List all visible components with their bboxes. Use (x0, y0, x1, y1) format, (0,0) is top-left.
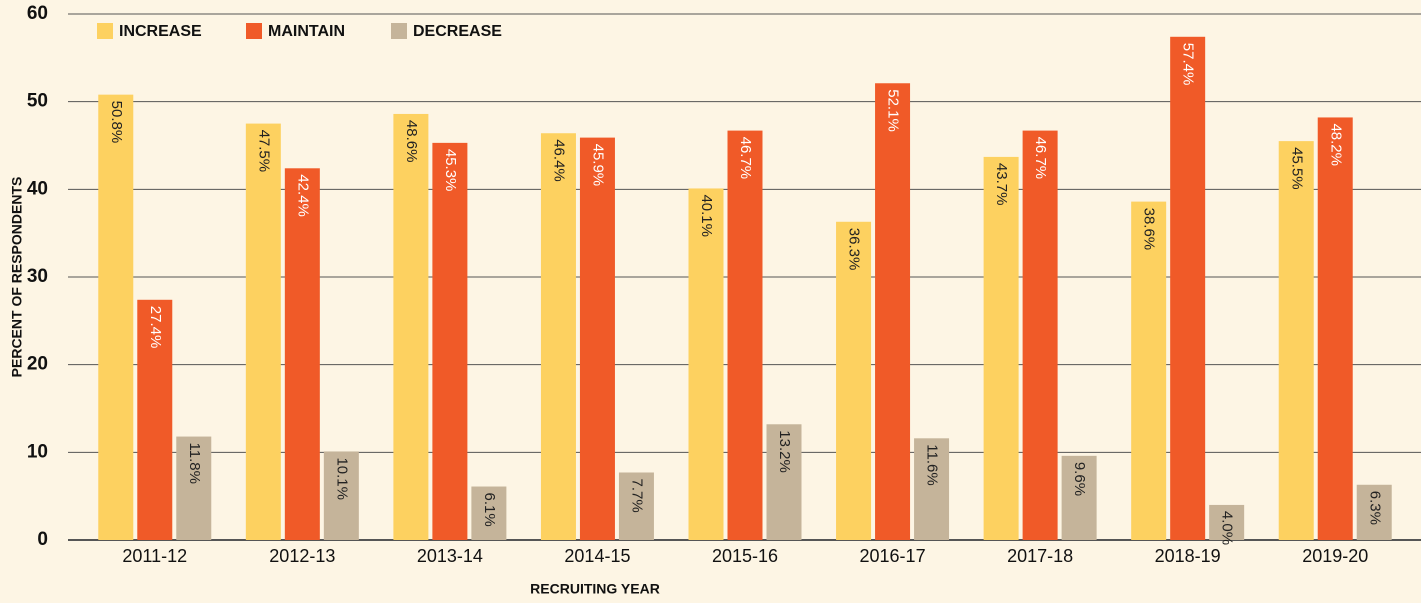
bar (579, 137, 615, 541)
bar (432, 142, 468, 540)
value-label: 52.1% (885, 89, 902, 132)
x-tick-label: 2017-18 (1007, 546, 1073, 566)
value-label: 45.9% (589, 144, 606, 187)
value-label: 11.8% (186, 443, 203, 484)
value-label: 46.7% (1032, 137, 1049, 180)
y-tick-label: 20 (27, 354, 48, 375)
bar (618, 472, 654, 540)
value-label: 43.7% (993, 163, 1010, 206)
x-tick-label: 2016-17 (860, 546, 926, 566)
x-tick-label: 2014-15 (564, 546, 630, 566)
value-label: 45.5% (1288, 147, 1305, 190)
legend-swatch (246, 23, 262, 39)
bar (1317, 117, 1353, 541)
bar (727, 130, 763, 540)
legend-swatch (97, 23, 113, 39)
value-label: 48.6% (403, 120, 420, 163)
value-label: 42.4% (294, 174, 311, 217)
bar (1278, 141, 1314, 540)
value-label: 6.1% (481, 493, 498, 527)
bar (393, 113, 429, 540)
x-tick-label: 2015-16 (712, 546, 778, 566)
value-label: 7.7% (628, 478, 645, 512)
value-label: 9.6% (1071, 462, 1088, 496)
value-label: 48.2% (1327, 123, 1344, 166)
value-label: 46.4% (550, 139, 567, 182)
bar (98, 94, 134, 541)
bar (245, 123, 281, 540)
bar (836, 221, 872, 540)
legend-label: DECREASE (413, 23, 502, 40)
bar (1022, 130, 1058, 540)
value-label: 10.1% (333, 457, 350, 500)
value-label: 40.1% (698, 194, 715, 237)
bar (766, 424, 802, 540)
legend-label: INCREASE (119, 23, 202, 40)
x-tick-label: 2012-13 (269, 546, 335, 566)
y-tick-label: 30 (27, 266, 48, 287)
x-tick-label: 2013-14 (417, 546, 483, 566)
y-tick-label: 50 (27, 91, 48, 112)
value-label: 47.5% (255, 130, 272, 173)
y-tick-label: 60 (27, 3, 48, 24)
value-label: 11.6% (924, 444, 941, 485)
bar (1209, 504, 1245, 540)
value-label: 13.2% (776, 430, 793, 473)
value-label: 46.7% (737, 137, 754, 180)
bar (323, 451, 359, 540)
value-label: 45.3% (442, 149, 459, 192)
y-tick-label: 40 (27, 178, 48, 199)
bar (914, 438, 950, 540)
bar (1170, 36, 1206, 540)
x-tick-label: 2018-19 (1155, 546, 1221, 566)
y-tick-label: 0 (37, 529, 48, 550)
bar (471, 486, 507, 540)
bar (540, 133, 576, 540)
bar (688, 188, 724, 540)
value-label: 57.4% (1180, 43, 1197, 86)
x-tick-label: 2019-20 (1302, 546, 1368, 566)
value-label: 38.6% (1141, 208, 1158, 251)
bar (875, 83, 911, 541)
bar (1131, 201, 1167, 540)
bar (1356, 484, 1392, 540)
y-axis-title: PERCENT OF RESPONDENTS (9, 177, 25, 378)
bar (284, 168, 320, 540)
bar (137, 299, 173, 540)
value-label: 50.8% (108, 101, 125, 144)
legend-label: MAINTAIN (268, 23, 345, 40)
value-label: 6.3% (1366, 491, 1383, 525)
x-axis-title: RECRUITING YEAR (530, 581, 660, 597)
y-tick-label: 10 (27, 441, 48, 462)
bar (983, 156, 1019, 540)
x-tick-label: 2011-12 (122, 546, 187, 566)
bar (176, 436, 212, 540)
value-label: 27.4% (147, 306, 164, 349)
bar (1061, 455, 1097, 540)
value-label: 36.3% (846, 228, 863, 271)
legend-swatch (391, 23, 407, 39)
value-label: 4.0% (1219, 511, 1236, 545)
